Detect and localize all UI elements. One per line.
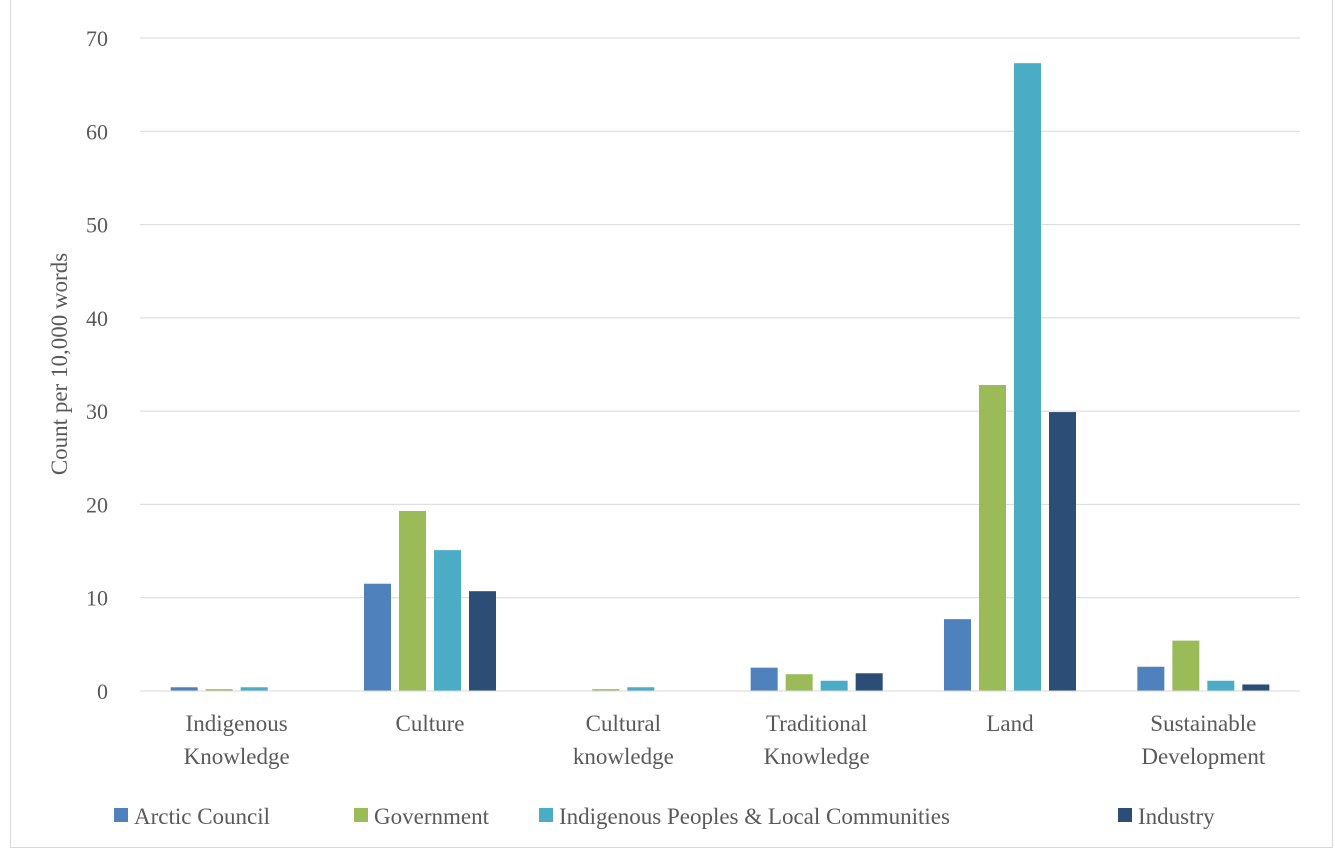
bar — [750, 667, 778, 691]
bar — [592, 689, 620, 691]
bar — [469, 591, 496, 691]
x-category-label: Culture — [396, 711, 465, 736]
bar — [434, 550, 461, 691]
bar — [1242, 684, 1270, 691]
y-tick-label: 50 — [86, 213, 108, 238]
bar — [1014, 63, 1041, 692]
legend-label: Indigenous Peoples & Local Communities — [559, 804, 950, 829]
x-category-label: Traditional — [766, 711, 867, 736]
legend-label: Industry — [1138, 804, 1215, 829]
bar — [820, 680, 848, 691]
legend-swatch — [354, 808, 368, 822]
y-tick-label: 40 — [86, 306, 108, 331]
y-axis-label: Count per 10,000 words — [47, 253, 72, 475]
y-tick-label: 10 — [86, 586, 108, 611]
x-category-label: Sustainable — [1150, 711, 1256, 736]
chart-frame — [10, 0, 1333, 848]
bar — [205, 689, 233, 691]
bar — [240, 687, 268, 691]
legend-swatch — [114, 808, 128, 822]
bar — [627, 687, 655, 691]
bar — [1049, 412, 1076, 691]
bar — [399, 510, 426, 691]
bar — [170, 687, 198, 691]
y-tick-label: 0 — [97, 679, 108, 704]
y-axis-ticks: 0 10 20 30 40 50 60 70 — [86, 26, 108, 704]
bar — [1207, 680, 1235, 691]
legend: Arctic Council Government Indigenous Peopl… — [114, 804, 1215, 829]
gridlines — [140, 37, 1300, 599]
x-category-label: Knowledge — [184, 744, 290, 769]
x-category-label: knowledge — [573, 744, 674, 769]
bar — [944, 619, 971, 691]
legend-swatch — [539, 808, 553, 822]
y-tick-label: 60 — [86, 119, 108, 144]
x-category-label: Knowledge — [764, 744, 870, 769]
x-category-label: Land — [986, 711, 1034, 736]
legend-label: Arctic Council — [134, 804, 270, 829]
bar — [1137, 666, 1165, 691]
x-category-label: Cultural — [586, 711, 661, 736]
legend-label: Government — [374, 804, 490, 829]
y-tick-label: 20 — [86, 492, 108, 517]
x-category-label: Indigenous — [186, 711, 288, 736]
legend-swatch — [1118, 808, 1132, 822]
bar — [855, 673, 883, 691]
y-tick-label: 70 — [86, 26, 108, 51]
bars — [170, 63, 1270, 692]
x-axis-categories: Indigenous Knowledge Culture Cultural knowle… — [184, 711, 1266, 769]
bar — [1172, 640, 1200, 691]
bar — [785, 674, 813, 691]
bar — [364, 583, 391, 691]
bar — [979, 385, 1006, 691]
y-tick-label: 30 — [86, 399, 108, 424]
x-category-label: Development — [1141, 744, 1266, 769]
